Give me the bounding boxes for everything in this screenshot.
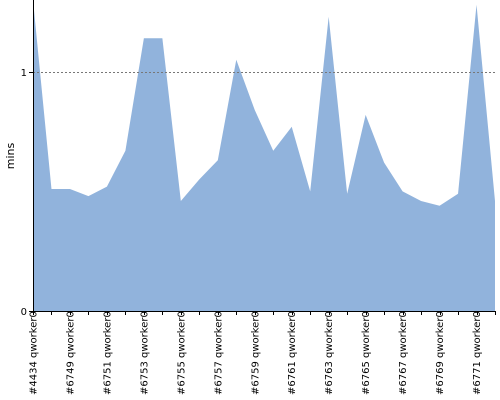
y-tick-label-1: 1 [21,68,27,79]
x-tick-label-1: #6749 qworker0 [65,311,76,395]
x-tick-label-12: #6771 qworker0 [472,311,483,395]
y-axis-label: mins [4,142,17,169]
x-tick-label-8: #6763 qworker0 [324,311,335,395]
x-tick-label-10: #6767 qworker0 [398,311,409,395]
area-series-0 [33,0,495,311]
x-tick-label-0: #4434 qworker0 [29,311,40,395]
x-tick-label-7: #6761 qworker0 [287,311,298,395]
x-tick-label-6: #6759 qworker0 [250,311,261,395]
x-tick-label-11: #6769 qworker0 [435,311,446,395]
x-tick-label-2: #6751 qworker0 [102,311,113,395]
plot-area: 0 1 #4434 qworker0 #6749 qworker0 #6751 qwor… [21,0,496,395]
y-tick-label-0: 0 [21,307,27,318]
x-tick-label-5: #6757 qworker0 [213,311,224,395]
x-tick-label-9: #6765 qworker0 [361,311,372,395]
x-tick-label-4: #6755 qworker0 [176,311,187,395]
x-tick-label-3: #6753 qworker0 [139,311,150,395]
